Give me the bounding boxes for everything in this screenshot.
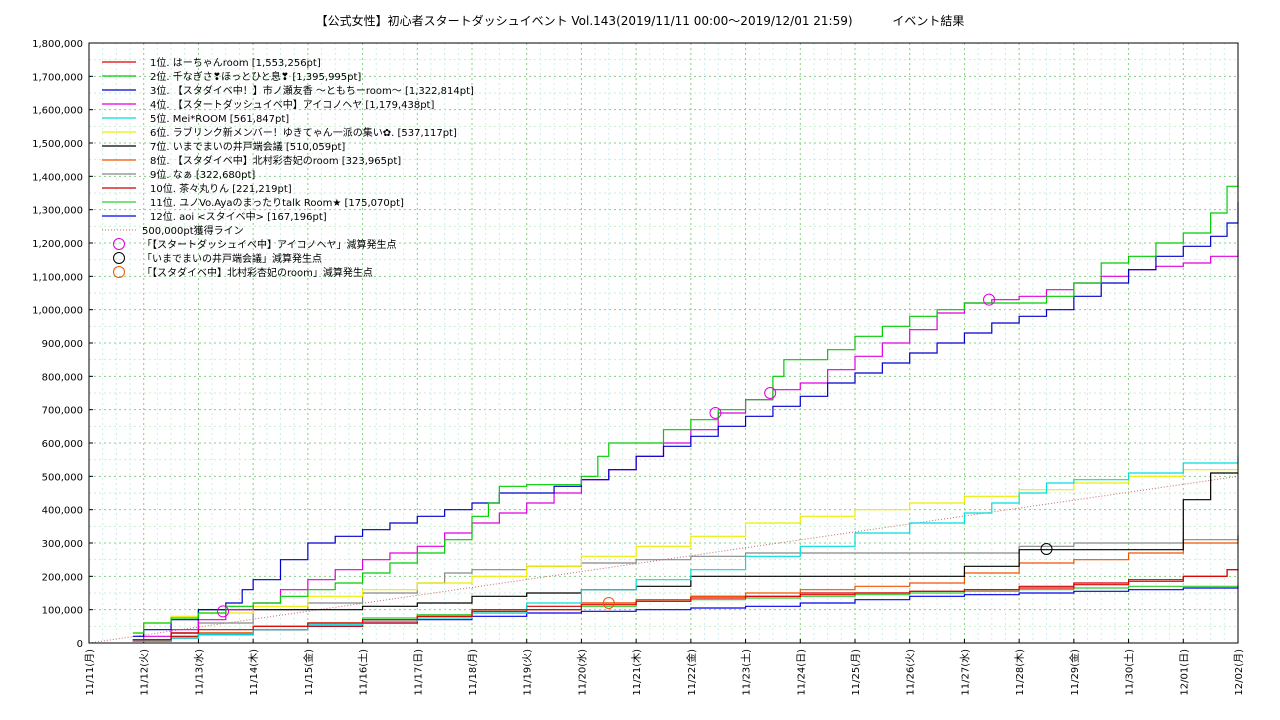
- deduction-marker-1: [709, 407, 722, 419]
- series-line-4: [132, 249, 1239, 641]
- legend-label: 「【スタダイベ中】北村彩杏妃のroom」減算発生点: [142, 266, 373, 279]
- y-tick-label: 400,000: [42, 506, 83, 517]
- series-line-3: [132, 202, 1239, 637]
- series-line-5: [132, 455, 1239, 642]
- legend-label: 5位. Mei*ROOM [561,847pt]: [150, 112, 289, 125]
- series-line-7: [132, 472, 1239, 641]
- y-tick-label: 1,000,000: [32, 306, 83, 317]
- series-line-6: [132, 463, 1239, 634]
- x-tick-label: 11/12(火): [139, 649, 151, 696]
- legend-label: 11位. ユノVo.Ayaのまったりtalk Room★ [175,070pt]: [150, 196, 404, 209]
- x-tick-label: 11/29(金): [1068, 649, 1081, 696]
- y-tick-label: 100,000: [42, 606, 83, 617]
- markers-group: [217, 293, 1053, 618]
- x-tick-label: 11/27(水): [959, 649, 971, 696]
- legend-label: 6位. ラブリンク新メンバー！ゆきてゃん一派の集い✿. [537,117pt]: [150, 126, 457, 139]
- legend-label: 4位. 【スタートダッシュイベ中】アイコノヘヤ [1,179,438pt]: [150, 98, 434, 111]
- legend-label: 「【スタートダッシュイベ中】アイコノヘヤ」減算発生点: [142, 238, 397, 251]
- x-tick-label: 11/26(火): [905, 649, 917, 696]
- x-tick-label: 11/11(月): [84, 649, 96, 696]
- x-tick-label: 12/02(月): [1233, 649, 1245, 696]
- chart-title: 【公式女性】初心者スタートダッシュイベント Vol.143(2019/11/11…: [316, 13, 853, 28]
- x-tick-label: 11/20(水): [576, 649, 588, 696]
- legend-marker: [113, 252, 125, 264]
- legend-marker: [113, 238, 125, 250]
- y-tick-label: 1,500,000: [32, 139, 83, 150]
- y-tick-label: 0: [77, 639, 83, 650]
- y-tick-label: 800,000: [42, 372, 83, 383]
- deduction-marker-1: [217, 605, 230, 618]
- x-tick-label: 11/23(土): [740, 649, 753, 696]
- deduction-marker-1: [764, 387, 777, 399]
- x-tick-label: 11/25(月): [850, 649, 862, 696]
- legend-label: 10位. 茶々丸りん [221,219pt]: [150, 182, 292, 195]
- x-tick-label: 11/28(木): [1014, 649, 1026, 696]
- y-tick-label: 700,000: [42, 406, 83, 417]
- x-tick-label: 11/16(土): [357, 649, 370, 696]
- legend-label: 12位. aoi <スタイベ中> [167,196pt]: [150, 210, 327, 223]
- legend-label: 8位. 【スタダイベ中】北村彩杏妃のroom [323,965pt]: [150, 154, 401, 167]
- x-tick-label: 11/18(月): [467, 649, 479, 696]
- x-tick-label: 11/21(木): [631, 649, 643, 696]
- series-line-12: [132, 587, 1239, 642]
- x-axis: 11/11(月) 11/12(火) 11/13(水) 11/14(木) 11/15(金)…: [84, 639, 1245, 696]
- series-line-1: [132, 569, 1239, 641]
- legend-label: 「いまでまいの井戸端会議」減算発生点: [142, 252, 322, 265]
- x-tick-label: 11/24(日): [796, 649, 807, 696]
- y-tick-label: 1,700,000: [32, 72, 83, 83]
- legend-label: 500,000pt獲得ライン: [142, 224, 244, 237]
- y-tick-label: 500,000: [42, 472, 83, 483]
- legend: 1位. はーちゃんroom [1,553,256pt]2位. 千なぎさ❣ほっとひ…: [102, 56, 474, 279]
- x-tick-label: 12/01(日): [1179, 649, 1190, 696]
- y-tick-label: 300,000: [42, 539, 83, 550]
- y-tick-label: 900,000: [42, 339, 83, 350]
- y-tick-label: 600,000: [42, 439, 83, 450]
- deduction-marker-1: [983, 293, 996, 306]
- y-tick-label: 1,400,000: [32, 172, 83, 183]
- x-tick-label: 11/19(火): [522, 649, 534, 696]
- deduction-marker-2: [1040, 543, 1053, 555]
- y-tick-label: 1,100,000: [32, 272, 83, 283]
- series-group: [88, 177, 1239, 644]
- legend-label: 2位. 千なぎさ❣ほっとひと息❣ [1,395,995pt]: [150, 70, 361, 83]
- x-tick-label: 11/17(日): [413, 649, 424, 696]
- legend-marker: [113, 266, 125, 278]
- y-tick-label: 1,200,000: [32, 239, 83, 250]
- legend-label: 3位. 【スタダイベ中！】市ノ瀬友香 ～ともちーroom～ [1,322,814…: [150, 84, 474, 97]
- chart-subtitle: イベント結果: [892, 14, 964, 28]
- legend-label: 9位. なぁ [322,680pt]: [150, 168, 255, 181]
- x-tick-label: 11/13(水): [193, 649, 205, 696]
- x-tick-label: 11/30(土): [1123, 649, 1136, 696]
- series-line-2: [132, 177, 1239, 634]
- x-tick-label: 11/14(木): [248, 649, 260, 696]
- y-tick-label: 1,800,000: [32, 39, 83, 50]
- plot-frame: [88, 42, 1239, 644]
- svg-text:【公式女性】初心者スタートダッシュイベント Vol.143(: 【公式女性】初心者スタートダッシュイベント Vol.143(2019/11/11…: [316, 13, 965, 28]
- legend-label: 7位. いまでまいの井戸端会議 [510,059pt]: [150, 140, 345, 153]
- legend-label: 1位. はーちゃんroom [1,553,256pt]: [150, 56, 321, 69]
- y-axis: 0 100,000 200,000 300,000 400,000 500,000 600,…: [32, 39, 93, 650]
- x-tick-label: 11/15(金): [302, 649, 315, 696]
- y-tick-label: 1,600,000: [32, 106, 83, 117]
- y-tick-label: 200,000: [42, 572, 83, 583]
- deduction-marker-3: [602, 597, 615, 609]
- y-tick-label: 1,300,000: [32, 206, 83, 217]
- x-tick-label: 11/22(金): [685, 649, 698, 696]
